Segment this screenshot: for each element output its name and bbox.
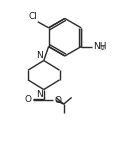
- Text: N: N: [35, 51, 42, 60]
- Text: Cl: Cl: [28, 12, 37, 21]
- Text: O: O: [25, 95, 32, 104]
- Text: O: O: [54, 96, 61, 105]
- Text: 2: 2: [99, 46, 103, 50]
- Text: NH: NH: [92, 42, 105, 51]
- Text: N: N: [35, 90, 42, 99]
